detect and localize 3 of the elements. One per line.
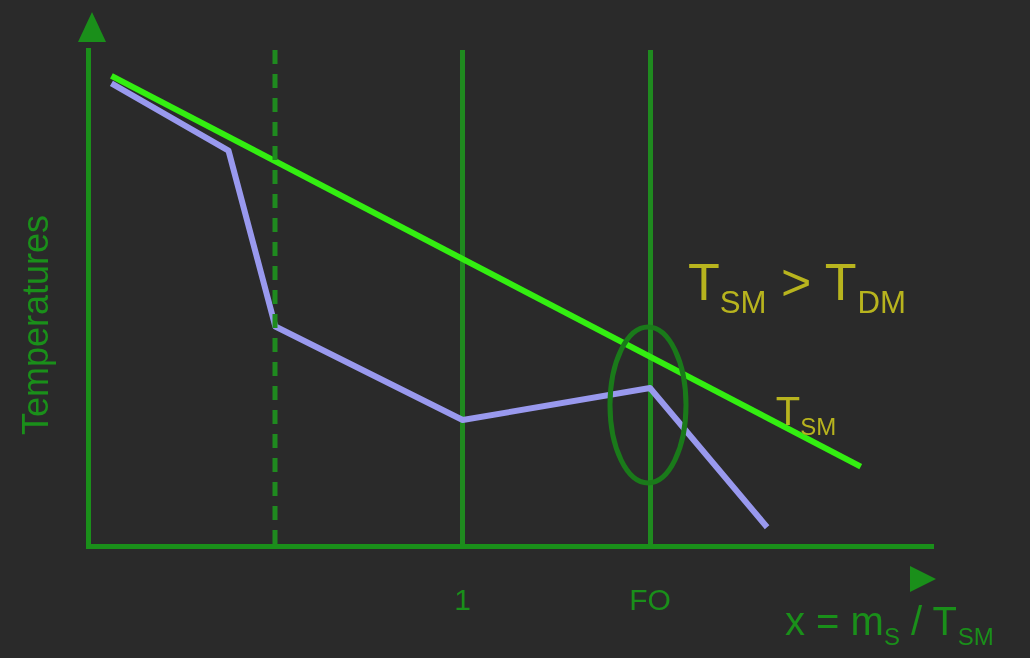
x-tick-label: 1 xyxy=(454,583,472,617)
y-axis-title: Temperatures xyxy=(15,214,56,436)
x-tick-label: FO xyxy=(629,583,671,617)
